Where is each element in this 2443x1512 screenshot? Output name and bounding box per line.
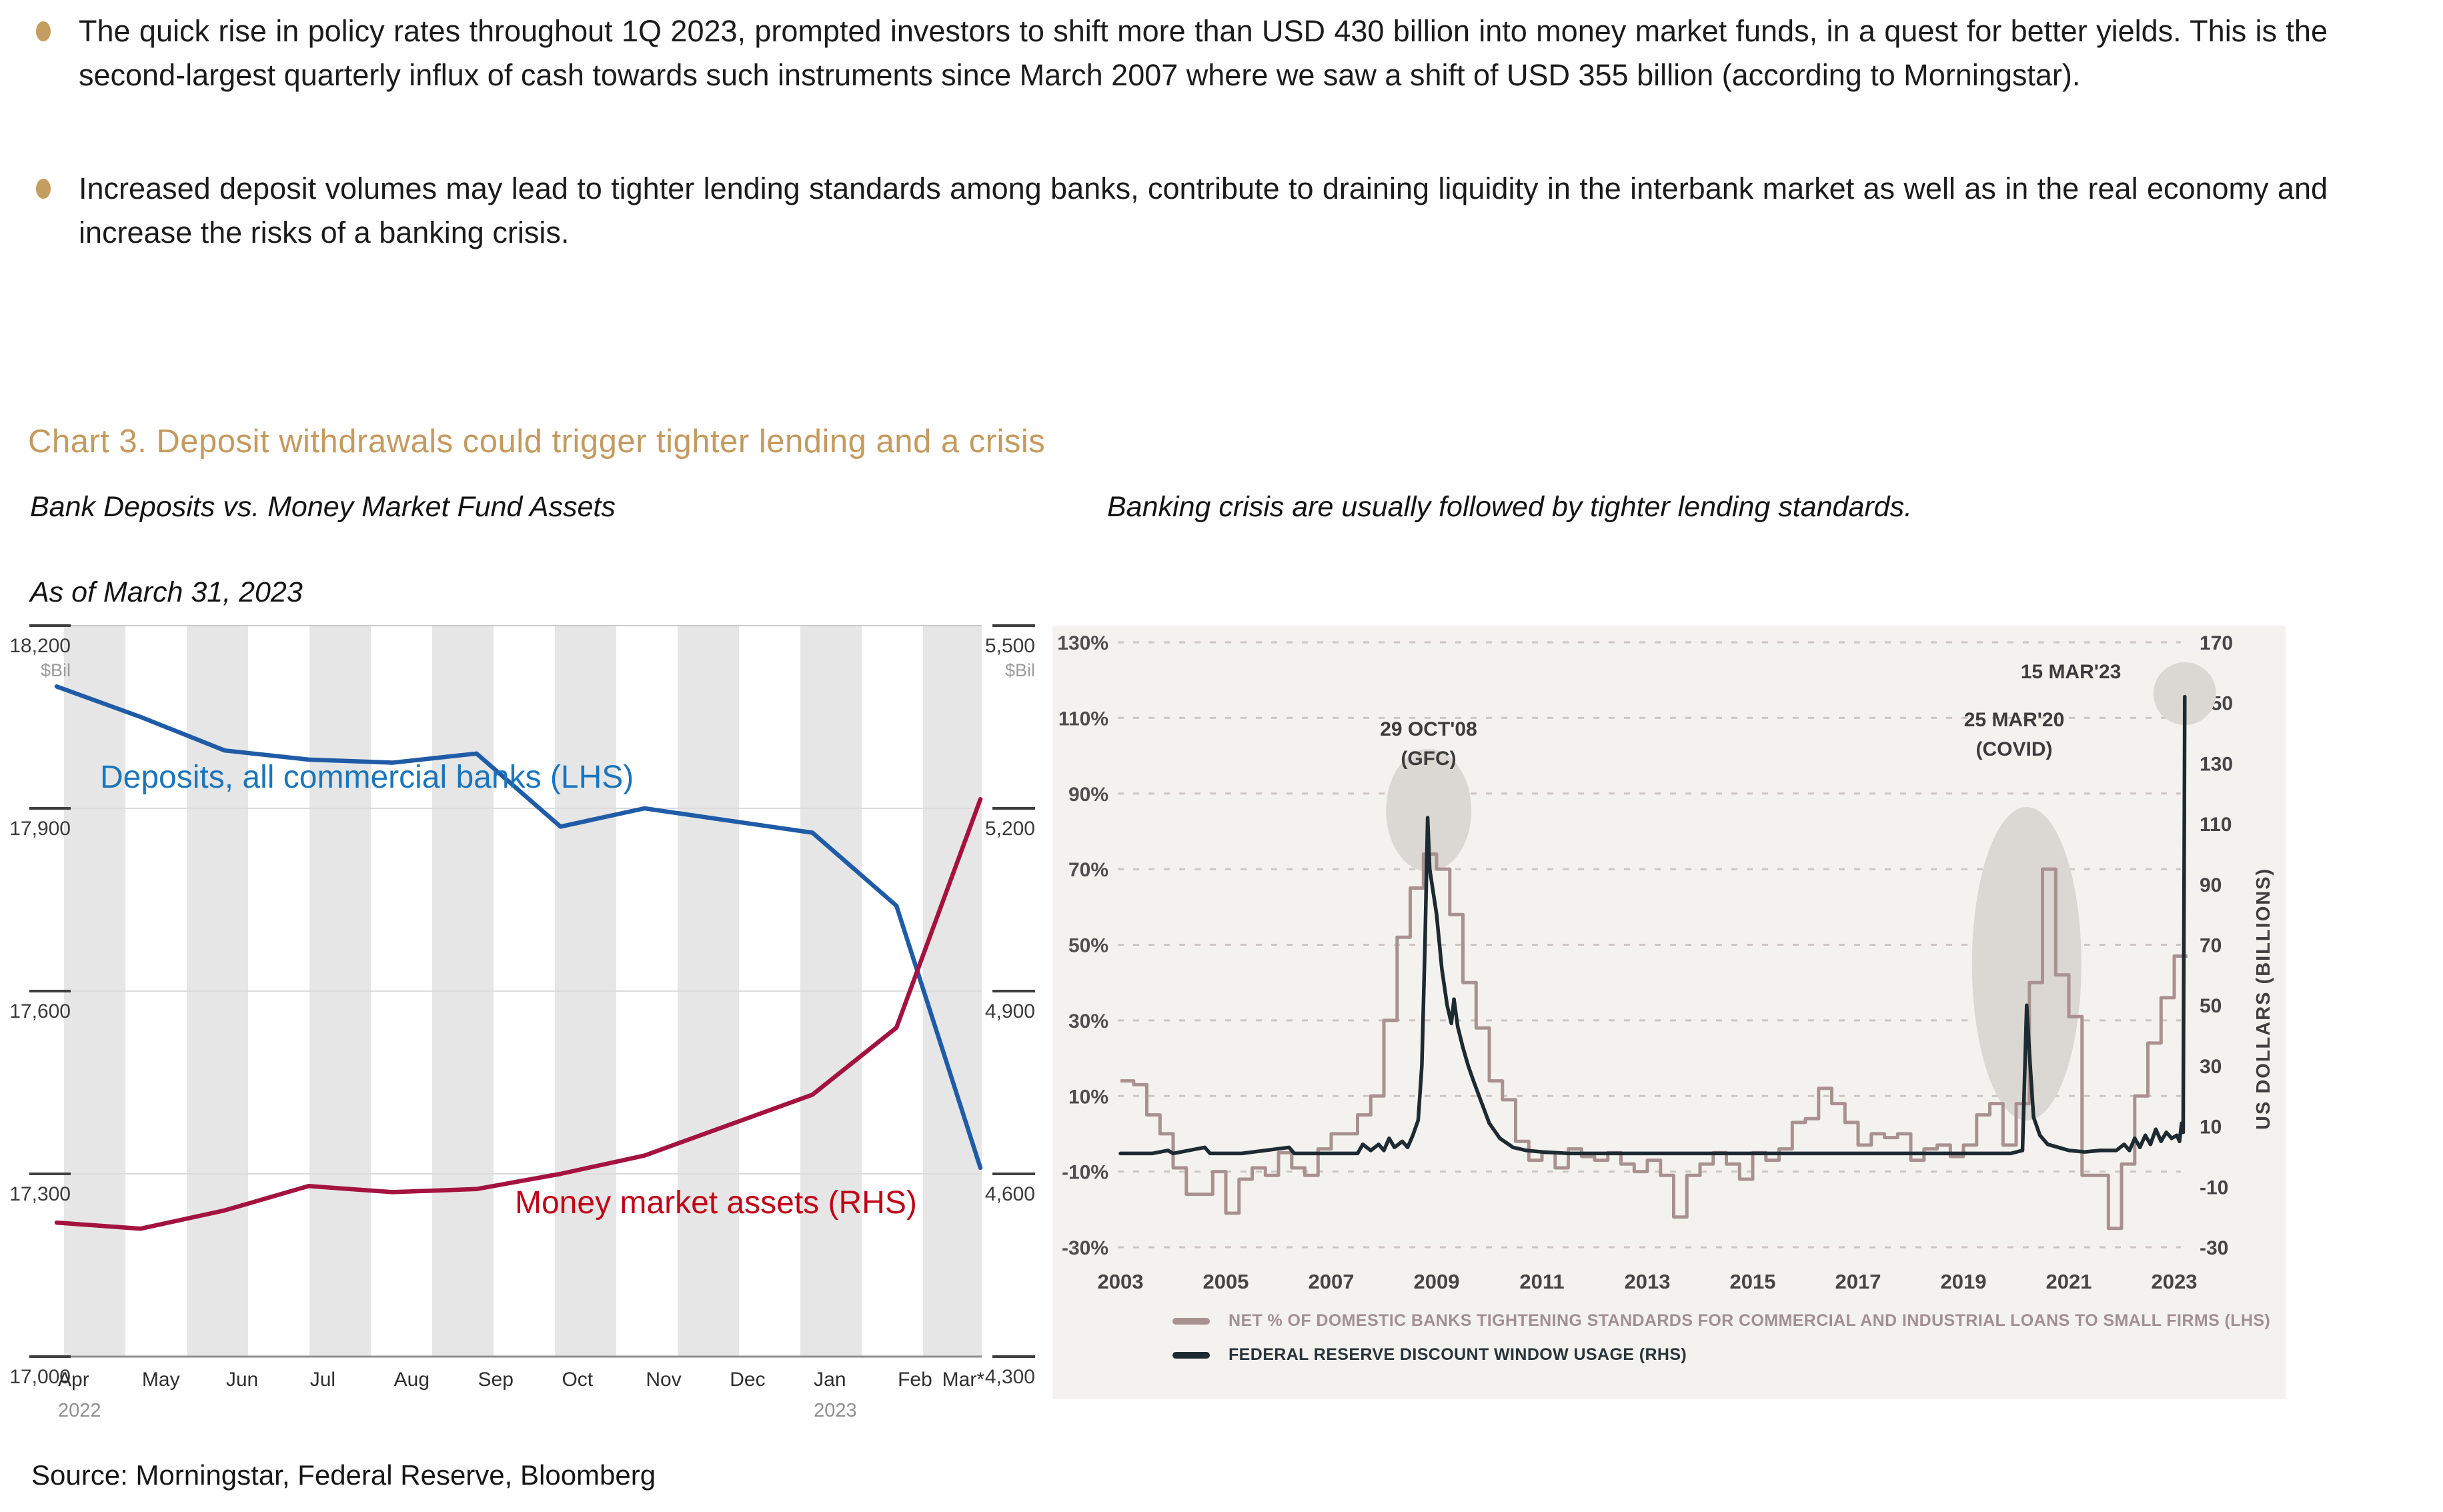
- right-axis-tick-label: 4,300: [985, 1366, 1035, 1388]
- annotation-svb: 15 MAR'23: [2021, 658, 2122, 687]
- mar23-highlight: [2153, 662, 2216, 725]
- x-year-label: 2005: [1203, 1270, 1249, 1293]
- left-axis-tick-label: 17,000: [9, 1366, 71, 1388]
- month-label: Aug: [394, 1369, 430, 1391]
- left-chart-as-of-date: As of March 31, 2023: [30, 576, 303, 608]
- month-label: Apr: [58, 1369, 89, 1391]
- x-year-label: 2003: [1098, 1270, 1144, 1293]
- dollar-tick-label: 90: [2200, 874, 2222, 896]
- month-label: May: [142, 1369, 180, 1391]
- legend-label: FEDERAL RESERVE DISCOUNT WINDOW USAGE (R…: [1229, 1345, 1687, 1364]
- annotation-date: 29 OCT'08: [1380, 718, 1477, 740]
- dollar-tick-label: 30: [2200, 1056, 2222, 1078]
- x-year-label: 2009: [1414, 1270, 1460, 1293]
- x-year-label: 2021: [2046, 1270, 2092, 1293]
- series-line: [54, 797, 983, 1231]
- month-label: Sep: [478, 1369, 514, 1391]
- bullet-dot-icon: [36, 21, 51, 41]
- left-chart-title: Bank Deposits vs. Money Market Fund Asse…: [30, 491, 616, 523]
- month-label: Jun: [226, 1369, 258, 1391]
- right-axis-tick-label: 4,600: [985, 1183, 1035, 1205]
- series-line: [54, 684, 983, 1171]
- discount-window-swatch-icon: [1172, 1351, 1210, 1359]
- month-label: Dec: [730, 1369, 765, 1391]
- percent-tick-label: 110%: [1058, 708, 1108, 730]
- bullet-item: The quick rise in policy rates throughou…: [36, 9, 2328, 97]
- dollar-tick-label: 110: [2200, 814, 2232, 836]
- right-chart-legend: NET % OF DOMESTIC BANKS TIGHTENING STAND…: [1172, 1311, 2270, 1379]
- legend-label: NET % OF DOMESTIC BANKS TIGHTENING STAND…: [1229, 1311, 2271, 1330]
- x-year-label: 2019: [1941, 1270, 1987, 1293]
- left-axis-unit-label: $Bil: [41, 660, 71, 680]
- discount-window-line: [1118, 694, 2187, 1156]
- percent-tick-label: 50%: [1068, 935, 1108, 957]
- left-axis-tick-label: 17,600: [9, 1000, 71, 1022]
- percent-tick-label: 70%: [1068, 859, 1108, 881]
- percent-tick-label: 30%: [1068, 1010, 1108, 1032]
- x-year-label: 2017: [1835, 1270, 1881, 1293]
- month-label: Mar*: [942, 1369, 985, 1391]
- month-label: Nov: [646, 1369, 681, 1391]
- bullet-text: Increased deposit volumes may lead to ti…: [79, 171, 2328, 250]
- annotation-gfc: 29 OCT'08 (GFC): [1380, 715, 1477, 773]
- right-axis-tick-label: 5,200: [985, 818, 1035, 840]
- annotation-date: 25 MAR'20: [1963, 709, 2065, 731]
- dollar-tick-label: -10: [2200, 1177, 2228, 1199]
- right-axis-tick-label: 5,500: [985, 635, 1035, 657]
- right-axis-unit-label: $Bil: [1005, 660, 1035, 680]
- left-axis-tick-label: 17,300: [9, 1183, 71, 1205]
- dollar-tick-label: 10: [2200, 1116, 2222, 1139]
- dollar-tick-label: 170: [2200, 632, 2233, 654]
- annotation-event: (GFC): [1401, 747, 1457, 770]
- x-year-label: 2023: [2152, 1270, 2198, 1293]
- x-year-label: 2011: [1519, 1270, 1564, 1293]
- month-label: Jan: [814, 1369, 846, 1391]
- legend-row: NET % OF DOMESTIC BANKS TIGHTENING STAND…: [1172, 1311, 2270, 1331]
- bullet-text: The quick rise in policy rates throughou…: [79, 14, 2328, 93]
- annotation-covid: 25 MAR'20 (COVID): [1964, 706, 2065, 764]
- right-axis-tick-label: 4,900: [985, 1000, 1035, 1022]
- annotation-event: (COVID): [1975, 738, 2053, 760]
- percent-tick-label: 130%: [1057, 632, 1108, 654]
- legend-row: FEDERAL RESERVE DISCOUNT WINDOW USAGE (R…: [1172, 1345, 2270, 1365]
- left-axis-tick-label: 18,200: [9, 635, 71, 657]
- month-label: Jul: [310, 1369, 335, 1391]
- dollar-tick-label: 70: [2200, 935, 2222, 957]
- year-label: 2023: [814, 1400, 857, 1421]
- tightening-standards-swatch-icon: [1172, 1317, 1210, 1325]
- deposits-series-label: Deposits, all commercial banks (LHS): [100, 760, 634, 795]
- source-line: Source: Morningstar, Federal Reserve, Bl…: [31, 1459, 656, 1491]
- x-year-label: 2007: [1309, 1270, 1355, 1293]
- x-year-label: 2013: [1625, 1270, 1671, 1293]
- annotation-date: 15 MAR'23: [2020, 661, 2122, 683]
- covid-highlight: [1971, 807, 2082, 1120]
- tightening-standards-line: [1120, 852, 2188, 1231]
- dollar-tick-label: -30: [2200, 1237, 2228, 1259]
- percent-tick-label: 90%: [1068, 784, 1108, 806]
- x-year-label: 2015: [1730, 1270, 1776, 1293]
- percent-tick-label: 10%: [1068, 1086, 1108, 1108]
- month-label: Oct: [562, 1369, 593, 1391]
- left-axis-tick-label: 17,900: [9, 818, 71, 840]
- money-market-series-label: Money market assets (RHS): [515, 1185, 917, 1221]
- bullet-dot-icon: [36, 179, 51, 199]
- gfc-highlight: [1386, 749, 1472, 872]
- dollar-tick-label: 50: [2200, 995, 2222, 1017]
- year-label: 2022: [58, 1400, 101, 1421]
- chart-heading: Chart 3. Deposit withdrawals could trigg…: [28, 424, 1046, 460]
- percent-tick-label: -30%: [1062, 1237, 1108, 1259]
- bullet-item: Increased deposit volumes may lead to ti…: [36, 167, 2328, 255]
- dollar-tick-label: 130: [2200, 753, 2233, 775]
- percent-tick-label: -10%: [1062, 1162, 1108, 1184]
- right-chart-panel: [1052, 626, 2286, 1399]
- right-chart-title: Banking crisis are usually followed by t…: [1107, 491, 1913, 523]
- right-axis-caption: US DOLLARS (BILLIONS): [2253, 867, 2274, 1130]
- month-label: Feb: [898, 1369, 932, 1391]
